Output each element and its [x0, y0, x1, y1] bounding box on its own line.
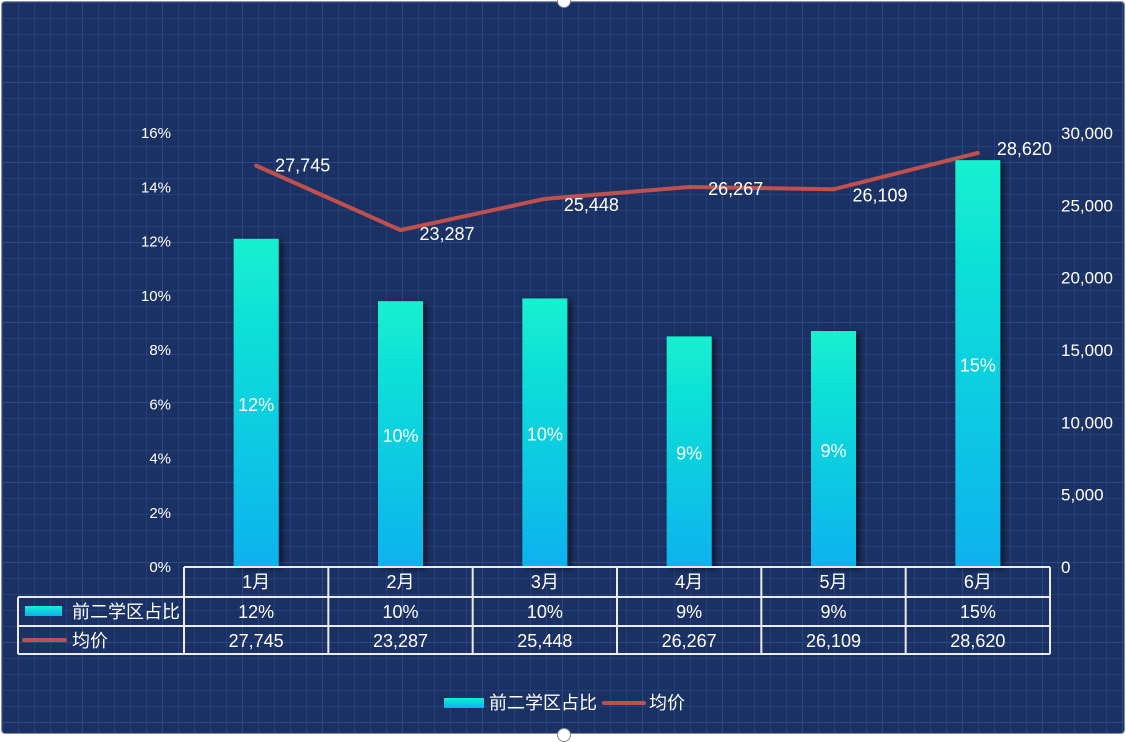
table-cell: 23,287: [373, 631, 428, 651]
right-axis-tick: 25,000: [1061, 196, 1113, 215]
table-header-cell: 3月: [531, 572, 559, 592]
table-cell: 10%: [527, 602, 563, 622]
table-header-cell: 1月: [242, 572, 270, 592]
bar-data-label: 9%: [820, 441, 846, 461]
bar-2月: [378, 301, 423, 567]
table-cell: 25,448: [517, 631, 572, 651]
table-header-cell: 5月: [819, 572, 847, 592]
legend-key-bar-icon: [25, 606, 62, 616]
right-axis-tick: 15,000: [1061, 341, 1113, 360]
bar-3月: [522, 298, 568, 567]
left-axis-tick: 6%: [149, 396, 171, 413]
left-axis-tick: 14%: [141, 179, 171, 196]
line-data-label: 25,448: [564, 195, 619, 215]
table-cell: 26,109: [806, 631, 861, 651]
left-axis-tick: 16%: [141, 125, 171, 142]
bar-5月: [811, 331, 856, 567]
right-axis-tick: 10,000: [1061, 413, 1113, 432]
table-cell: 10%: [382, 602, 418, 622]
table-header-cell: 6月: [964, 572, 992, 592]
bar-data-label: 15%: [960, 356, 996, 376]
table-header-cell: 2月: [386, 572, 414, 592]
line-data-label: 26,109: [853, 185, 908, 205]
right-axis-tick: 30,000: [1061, 124, 1113, 143]
line-data-label: 28,620: [997, 139, 1052, 159]
line-point: [542, 196, 547, 201]
line-point: [398, 228, 403, 233]
line-data-label: 26,267: [708, 179, 763, 199]
line-point: [975, 150, 980, 155]
line-series-均价: [255, 151, 979, 233]
line-point: [831, 187, 836, 192]
table-cell: 28,620: [950, 631, 1005, 651]
bar-6月: [955, 160, 1001, 567]
table-row-label: 前二学区占比: [72, 602, 180, 622]
left-axis-tick: 12%: [141, 234, 171, 251]
line-point: [254, 163, 259, 168]
bar-data-label: 9%: [676, 444, 702, 464]
bar-data-label: 10%: [382, 426, 418, 446]
line-data-label: 23,287: [420, 224, 475, 244]
left-axis-tick: 4%: [149, 451, 171, 468]
table-cell: 9%: [820, 602, 846, 622]
table-header-cell: 4月: [675, 572, 703, 592]
right-axis-tick: 0: [1061, 558, 1070, 577]
right-axis-tick: 20,000: [1061, 269, 1113, 288]
legend-label: 前二学区占比: [489, 693, 597, 713]
legend-label: 均价: [649, 693, 685, 713]
bar-data-label: 12%: [238, 395, 274, 415]
line-data-label: 27,745: [275, 156, 330, 176]
legend-bar-icon: [444, 698, 484, 708]
table-cell: 15%: [960, 602, 996, 622]
line-point: [687, 185, 692, 190]
table-cell: 26,267: [662, 631, 717, 651]
left-axis-tick: 2%: [149, 505, 171, 522]
left-axis-tick: 8%: [149, 342, 171, 359]
bar-data-label: 10%: [527, 425, 563, 445]
table-row-label: 均价: [72, 631, 108, 651]
left-axis-tick: 0%: [149, 559, 171, 576]
table-cell: 12%: [238, 602, 274, 622]
right-axis-tick: 5,000: [1061, 486, 1104, 505]
left-axis-tick: 10%: [141, 288, 171, 305]
bar-1月: [233, 238, 279, 567]
table-cell: 9%: [676, 602, 702, 622]
bar-4月: [666, 336, 712, 567]
table-cell: 27,745: [229, 631, 284, 651]
